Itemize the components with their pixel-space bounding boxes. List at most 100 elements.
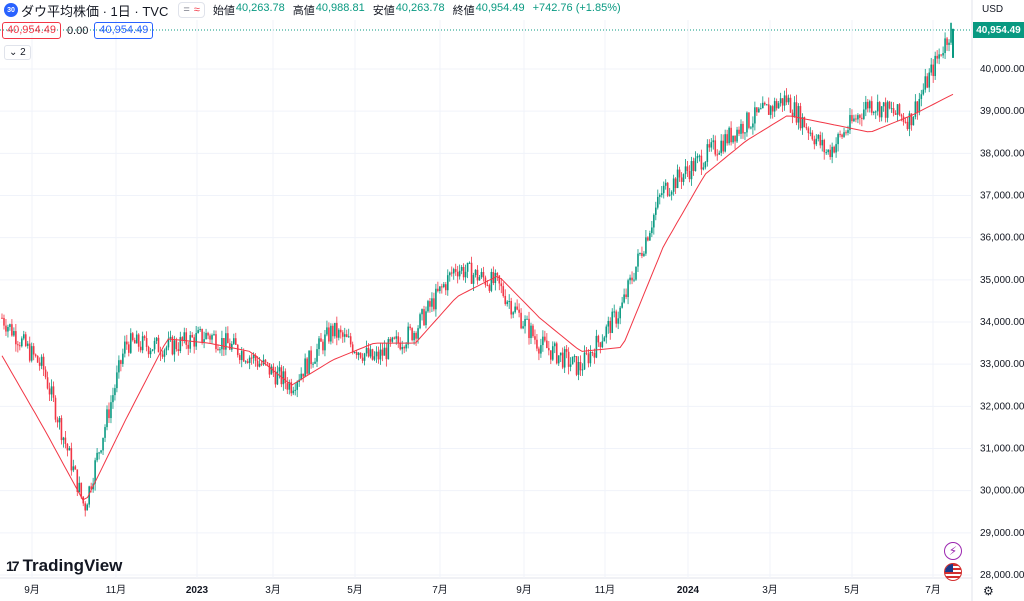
candle-body bbox=[823, 139, 826, 153]
candle-body bbox=[316, 349, 318, 362]
candle-body bbox=[839, 134, 841, 136]
tradingview-logo[interactable]: 17 TradingView bbox=[6, 556, 122, 576]
candle-body bbox=[637, 253, 639, 267]
candle-body bbox=[589, 351, 592, 364]
candle-body bbox=[116, 372, 118, 389]
candle-body bbox=[341, 332, 344, 337]
currency-label[interactable]: USD bbox=[982, 4, 1004, 15]
candle-body bbox=[330, 325, 332, 342]
candle-body bbox=[500, 283, 503, 287]
candle-body bbox=[534, 336, 536, 340]
candle-body bbox=[258, 363, 261, 367]
candle-body bbox=[9, 324, 11, 327]
candle-body bbox=[730, 127, 732, 143]
candle-body bbox=[411, 328, 413, 341]
candle-body bbox=[668, 194, 671, 196]
buy-button[interactable]: 40,954.49 bbox=[94, 22, 154, 39]
candle-body bbox=[924, 76, 927, 90]
candle-body bbox=[332, 325, 334, 337]
candle-body bbox=[318, 338, 320, 350]
candle-body bbox=[320, 338, 322, 342]
candle-body bbox=[363, 353, 366, 361]
candle-body bbox=[912, 116, 915, 126]
candle-body bbox=[827, 149, 829, 153]
candle-body bbox=[296, 382, 299, 390]
candle-body bbox=[734, 135, 736, 142]
candle-body bbox=[288, 382, 291, 390]
candle-body bbox=[886, 101, 889, 118]
candle-body bbox=[280, 367, 283, 385]
candle-body bbox=[714, 140, 717, 155]
candle-body bbox=[233, 338, 235, 344]
candle-body bbox=[627, 280, 629, 298]
candle-body bbox=[40, 356, 43, 366]
candle-body bbox=[114, 388, 116, 396]
candle-body bbox=[599, 342, 602, 348]
candle-body bbox=[950, 22, 952, 43]
candle-body bbox=[742, 123, 744, 134]
candle-body bbox=[88, 486, 90, 505]
candle-body bbox=[185, 332, 188, 345]
candle-body bbox=[692, 161, 695, 172]
candle-body bbox=[286, 383, 289, 390]
candle-body bbox=[706, 144, 709, 162]
candle-body bbox=[197, 330, 199, 334]
candle-body bbox=[359, 352, 362, 358]
candle-body bbox=[863, 109, 865, 119]
candle-body bbox=[613, 311, 616, 313]
candle-body bbox=[446, 275, 449, 291]
candle-body bbox=[480, 272, 483, 278]
candle-body bbox=[124, 341, 126, 354]
candle-body bbox=[423, 309, 425, 326]
candle-body bbox=[821, 139, 824, 146]
candle-body bbox=[859, 115, 861, 118]
candle-body bbox=[563, 349, 566, 368]
candle-body bbox=[920, 94, 923, 99]
candle-body bbox=[894, 113, 897, 115]
chart-mode-toggle[interactable]: = ≈ bbox=[178, 2, 205, 18]
symbol-header: 30 ダウ平均株価 · 1日 · TVC = ≈ 始値 40,263.78 高値… bbox=[0, 0, 621, 20]
indicator-collapse-button[interactable]: ⌄ 2 bbox=[4, 45, 31, 60]
sell-button[interactable]: 40,954.49 bbox=[2, 22, 61, 39]
candle-body bbox=[524, 318, 526, 327]
candle-body bbox=[450, 272, 453, 274]
candle-body bbox=[508, 301, 510, 303]
approx-icon[interactable]: ≈ bbox=[193, 4, 200, 16]
time-tick-label: 9月 bbox=[24, 584, 40, 596]
candle-body bbox=[429, 301, 431, 307]
candle-body bbox=[260, 363, 263, 365]
candle-body bbox=[343, 334, 346, 337]
candle-body bbox=[74, 466, 77, 470]
candle-body bbox=[597, 335, 600, 343]
us-flag-icon[interactable] bbox=[944, 563, 962, 581]
candle-body bbox=[619, 307, 621, 319]
candle-body bbox=[143, 336, 146, 339]
candle-body bbox=[655, 207, 657, 215]
lightning-icon[interactable]: ⚡ bbox=[944, 542, 962, 560]
candle-body bbox=[728, 127, 730, 144]
candle-body bbox=[431, 298, 433, 307]
candle-body bbox=[304, 358, 306, 377]
candle-body bbox=[141, 336, 144, 351]
candle-body bbox=[470, 262, 473, 284]
candle-body bbox=[785, 95, 788, 103]
candle-body bbox=[656, 196, 659, 208]
candle-body bbox=[34, 354, 37, 356]
candle-body bbox=[314, 361, 316, 364]
candle-body bbox=[870, 101, 873, 113]
candle-body bbox=[641, 253, 643, 256]
candle-body bbox=[189, 335, 192, 349]
candle-body bbox=[853, 118, 855, 122]
candle-body bbox=[161, 354, 164, 357]
candle-body bbox=[944, 38, 946, 54]
candle-body bbox=[381, 349, 384, 356]
equal-icon[interactable]: = bbox=[183, 4, 190, 16]
candle-body bbox=[215, 334, 217, 350]
candle-body bbox=[448, 272, 451, 276]
candle-body bbox=[805, 127, 808, 129]
candle-body bbox=[546, 340, 548, 349]
symbol-title[interactable]: ダウ平均株価 · 1日 · TVC bbox=[21, 3, 169, 19]
candle-body bbox=[942, 53, 944, 56]
settings-icon[interactable]: ⚙ bbox=[983, 584, 994, 598]
